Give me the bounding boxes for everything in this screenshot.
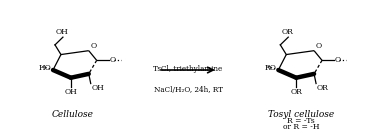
- Text: OR: OR: [290, 88, 302, 96]
- Text: OH: OH: [65, 88, 77, 96]
- Text: Tosyl cellulose: Tosyl cellulose: [268, 110, 334, 119]
- Text: or R = -H: or R = -H: [283, 123, 319, 131]
- Text: TsCl, triethylamine: TsCl, triethylamine: [153, 65, 223, 73]
- Text: OR: OR: [281, 28, 293, 36]
- Text: O: O: [110, 56, 116, 64]
- Text: OH: OH: [92, 84, 104, 92]
- Text: Cellulose: Cellulose: [52, 110, 94, 119]
- Text: O: O: [316, 42, 322, 50]
- Text: R = -Ts: R = -Ts: [287, 117, 315, 125]
- Text: OR: OR: [317, 84, 329, 92]
- Text: RO: RO: [265, 64, 276, 72]
- Text: HO: HO: [38, 64, 51, 72]
- Text: NaCl/H₂O, 24h, RT: NaCl/H₂O, 24h, RT: [153, 86, 223, 94]
- Text: O: O: [335, 56, 341, 64]
- Text: O: O: [91, 42, 97, 50]
- Text: OH: OH: [56, 28, 68, 36]
